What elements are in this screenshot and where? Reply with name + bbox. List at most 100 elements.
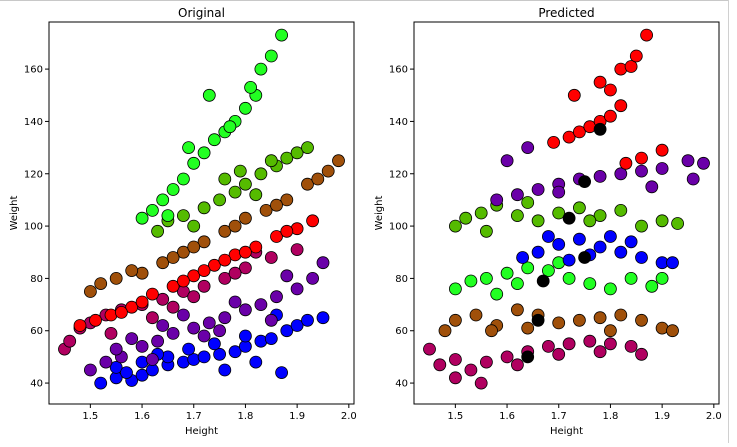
data-point [542, 230, 555, 243]
data-point [521, 350, 535, 364]
y-tick-label: 60 [395, 326, 408, 337]
data-point [614, 167, 628, 181]
axes-frame [413, 21, 720, 405]
data-point [490, 193, 504, 207]
data-point [176, 209, 190, 223]
series-6 [135, 28, 289, 225]
series-5 [151, 141, 314, 238]
data-point [624, 271, 638, 285]
x-tick-label: 1.9 [289, 411, 305, 422]
data-point [666, 324, 679, 338]
data-point [635, 347, 648, 361]
data-point [197, 264, 211, 278]
data-point [218, 363, 232, 377]
data-point [521, 261, 535, 275]
data-point [176, 245, 190, 259]
y-tick-label: 120 [24, 169, 43, 180]
data-point [567, 88, 581, 102]
data-point [73, 319, 87, 332]
data-point [213, 193, 227, 207]
data-point [166, 251, 180, 264]
data-point [531, 245, 545, 259]
data-point [254, 167, 268, 181]
data-point [187, 156, 201, 170]
data-point [135, 368, 149, 382]
data-point [542, 264, 555, 278]
data-point [655, 162, 669, 175]
data-point [249, 240, 263, 254]
data-point [511, 358, 524, 372]
data-point [301, 313, 314, 327]
data-point [290, 319, 304, 332]
data-point [280, 193, 294, 207]
data-point [578, 251, 591, 264]
y-tick-label: 60 [30, 326, 43, 337]
data-point [562, 211, 576, 225]
data-point [228, 185, 242, 199]
y-tick-label: 160 [24, 65, 43, 76]
data-point [238, 329, 252, 343]
data-point [614, 203, 628, 217]
data-point [197, 279, 211, 293]
data-point [635, 313, 648, 327]
data-point [511, 209, 524, 223]
scrollbar-track[interactable] [728, 0, 737, 443]
data-point [332, 154, 345, 168]
data-point [228, 219, 242, 233]
data-point [254, 298, 268, 312]
data-point [645, 180, 659, 194]
data-point [593, 122, 607, 136]
series-6 [547, 28, 669, 170]
y-tick-label: 100 [24, 222, 43, 233]
data-point [89, 313, 102, 327]
data-point [474, 376, 488, 390]
data-point [228, 345, 242, 359]
data-point [244, 81, 258, 94]
data-point [238, 303, 252, 317]
data-point [423, 342, 436, 356]
data-point [254, 334, 268, 348]
y-tick-label: 80 [30, 274, 43, 285]
data-point [562, 271, 576, 285]
data-point [655, 214, 669, 228]
data-point [156, 193, 170, 207]
data-point [604, 337, 617, 351]
data-point [479, 355, 493, 369]
data-point [686, 172, 700, 186]
data-point [593, 345, 607, 359]
data-point [94, 376, 108, 390]
data-point [547, 135, 560, 149]
data-point [562, 253, 576, 267]
series-1 [438, 303, 679, 338]
data-point [500, 266, 514, 280]
data-point [448, 219, 462, 233]
data-point [156, 256, 170, 270]
y-tick-label: 140 [24, 117, 43, 128]
data-point [624, 60, 638, 73]
data-point [536, 274, 550, 288]
data-point [635, 219, 648, 233]
data-point [249, 188, 263, 202]
data-point [254, 62, 268, 76]
data-point [213, 324, 227, 338]
data-point [176, 274, 190, 288]
data-point [306, 214, 320, 228]
data-point [275, 366, 289, 380]
data-point [604, 109, 617, 123]
data-point [301, 177, 314, 191]
series-3 [73, 214, 320, 332]
data-point [583, 214, 597, 228]
data-point [635, 164, 648, 178]
data-point [109, 360, 123, 374]
data-point [166, 279, 180, 293]
data-point [176, 172, 190, 186]
data-point [197, 235, 211, 249]
subplot-predicted: 1.5 1.6 1.7 1.8 1.9 2.0 40 60 80 100 120 140 160 Pred… [374, 6, 722, 437]
data-point [604, 230, 617, 243]
data-point [280, 324, 294, 338]
data-point [264, 251, 278, 264]
data-point [464, 274, 478, 288]
data-point [552, 256, 566, 270]
y-tick-label: 140 [389, 117, 408, 128]
